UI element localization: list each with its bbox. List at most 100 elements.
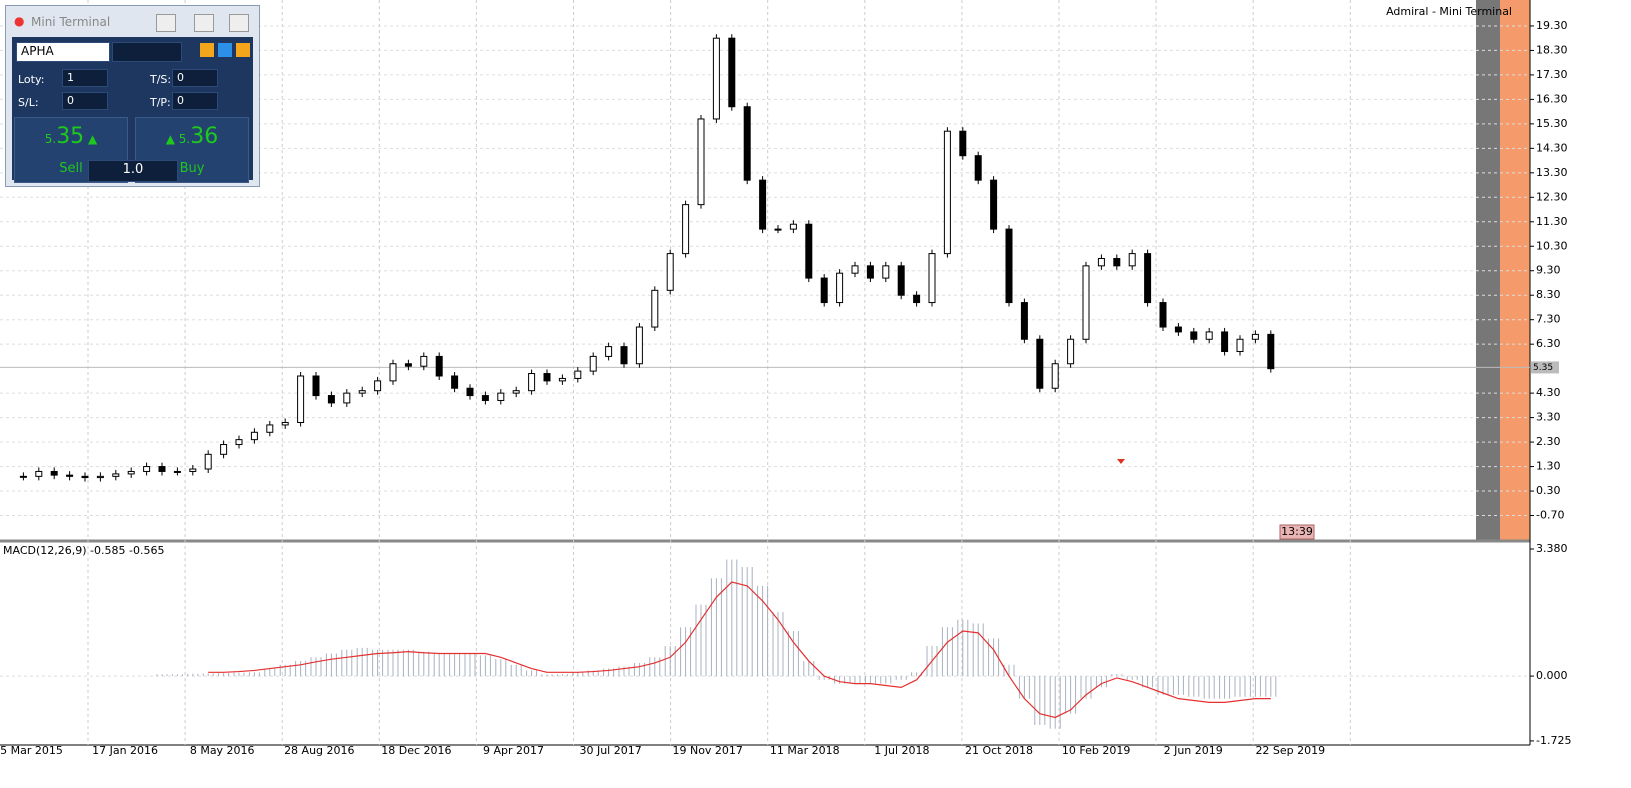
- candle: [481, 395, 489, 401]
- candle: [959, 130, 967, 157]
- candle: [466, 387, 474, 397]
- symbol-select[interactable]: APHA: [16, 42, 110, 62]
- candle: [220, 444, 228, 455]
- candle: [1144, 253, 1152, 304]
- close-button[interactable]: [229, 14, 249, 32]
- macd-label: MACD(12,26,9) -0.585 -0.565: [3, 544, 164, 557]
- candle: [697, 118, 705, 206]
- candle: [204, 453, 212, 470]
- candle: [1005, 228, 1013, 304]
- x-tick-label: 21 Oct 2018: [965, 744, 1033, 757]
- buy-button[interactable]: ▲ 5.36 Buy: [135, 117, 249, 183]
- icon[interactable]: [200, 43, 214, 57]
- candle: [1190, 331, 1198, 340]
- candle: [1020, 302, 1028, 340]
- y-tick-label: -0.70: [1536, 509, 1564, 522]
- y-tick-label: 3.30: [1536, 411, 1561, 424]
- x-tick-label: 9 Apr 2017: [483, 744, 544, 757]
- y-tick-label: 13.30: [1536, 166, 1568, 179]
- candle: [81, 475, 89, 479]
- x-tick-label: 11 Mar 2018: [770, 744, 840, 757]
- icon[interactable]: [236, 43, 250, 57]
- candle: [589, 355, 597, 372]
- candle: [543, 373, 551, 382]
- time-box: [1279, 524, 1315, 540]
- icon[interactable]: [218, 43, 232, 57]
- x-tick-label: 22 Sep 2019: [1255, 744, 1325, 757]
- current-price-box: [1531, 361, 1559, 374]
- candle: [759, 179, 767, 230]
- y-tick-label: 11.30: [1536, 215, 1568, 228]
- candle: [1097, 257, 1105, 267]
- sell-prefix: 5.: [44, 132, 57, 146]
- candle: [528, 373, 536, 392]
- shade-strip: [1476, 0, 1500, 540]
- candle: [96, 475, 104, 479]
- y-tick-label: 2.30: [1536, 435, 1561, 448]
- candle: [1221, 331, 1229, 353]
- minimize-button[interactable]: [156, 14, 176, 32]
- candle: [1128, 253, 1136, 267]
- y-tick-label: 18.30: [1536, 43, 1568, 56]
- tp-input[interactable]: 0: [172, 92, 218, 110]
- candle: [651, 289, 659, 328]
- lots-label: Loty:: [18, 73, 45, 86]
- candle: [327, 395, 335, 404]
- y-tick-label: 15.30: [1536, 117, 1568, 130]
- candle: [774, 228, 782, 231]
- y-tick-label: 19.30: [1536, 19, 1568, 32]
- y-tick-label: 16.30: [1536, 92, 1568, 105]
- symbol-input[interactable]: [112, 42, 182, 62]
- sl-input[interactable]: 0: [62, 92, 108, 110]
- y-tick-label: 1.30: [1536, 460, 1561, 473]
- mini-terminal: ● Mini Terminal APHA Loty: 1 T/S: 0 S/L:…: [5, 5, 260, 187]
- candle: [451, 375, 459, 389]
- buy-prefix: 5.: [178, 132, 191, 146]
- sell-label: Sell: [59, 161, 83, 176]
- lots-input[interactable]: 1: [62, 69, 108, 87]
- candle: [789, 223, 797, 230]
- candle: [112, 473, 120, 477]
- candle: [1067, 338, 1075, 365]
- candle: [620, 346, 628, 365]
- candle: [404, 363, 412, 367]
- ts-input[interactable]: 0: [172, 69, 218, 87]
- x-tick-label: 30 Jul 2017: [579, 744, 641, 757]
- candle: [374, 380, 382, 392]
- candle: [635, 326, 643, 365]
- candle: [297, 375, 305, 424]
- sell-price: 35: [56, 124, 85, 149]
- candle: [358, 390, 366, 394]
- candle: [866, 265, 874, 279]
- x-tick-label: 2 Jun 2019: [1164, 744, 1223, 757]
- title-bar: ● Mini Terminal: [6, 6, 259, 36]
- current-price-label: 5.35: [1533, 363, 1553, 373]
- buy-label: Buy: [179, 161, 205, 176]
- arrow-marker: [1117, 459, 1125, 464]
- volume-input[interactable]: 1.0: [88, 160, 178, 182]
- candle: [666, 253, 674, 291]
- candle: [913, 294, 921, 304]
- candle: [1205, 331, 1213, 340]
- time-label: 13:39: [1281, 525, 1313, 538]
- logo: ●: [14, 14, 25, 28]
- maximize-button[interactable]: [194, 14, 214, 32]
- candle: [235, 439, 243, 446]
- x-tick-label: 28 Aug 2016: [284, 744, 354, 757]
- candle: [820, 277, 828, 304]
- candle: [836, 272, 844, 304]
- candle: [851, 265, 859, 274]
- candle: [1051, 363, 1059, 389]
- candle: [127, 470, 135, 475]
- x-tick-label: 17 Jan 2016: [92, 744, 158, 757]
- candle: [512, 390, 520, 394]
- candle: [173, 470, 181, 473]
- y-tick-label: 12.30: [1536, 190, 1568, 203]
- x-tick-label: 10 Feb 2019: [1062, 744, 1130, 757]
- x-tick-label: 8 May 2016: [190, 744, 255, 757]
- candle: [1113, 257, 1121, 267]
- x-tick-label: 18 Dec 2016: [381, 744, 451, 757]
- up-arrow: ▲: [165, 132, 175, 146]
- candle: [143, 466, 151, 472]
